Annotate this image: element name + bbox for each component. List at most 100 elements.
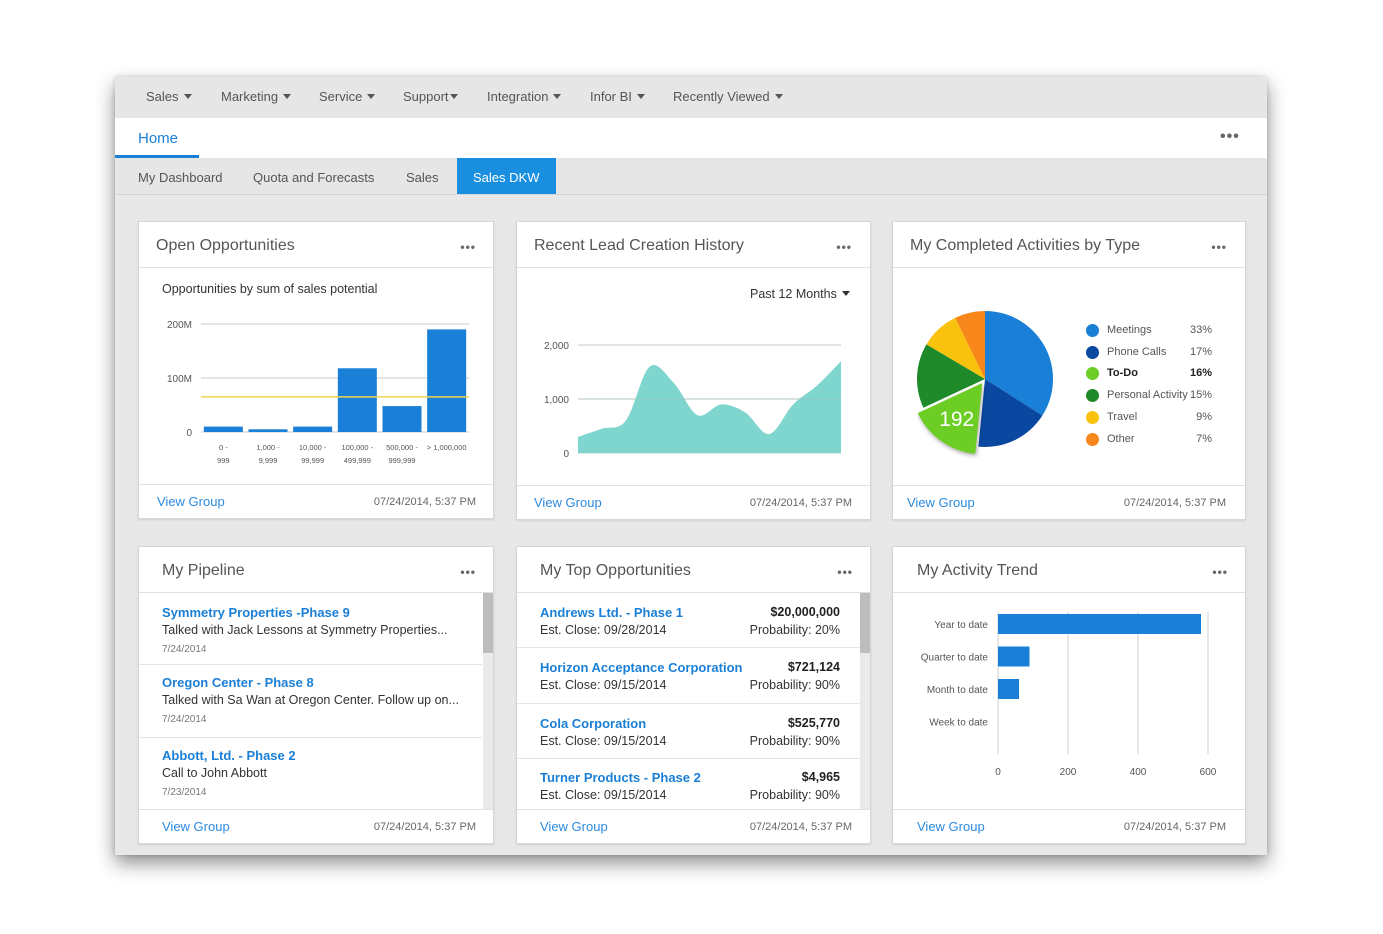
x-tick-label: 500,000 - bbox=[386, 443, 418, 452]
caret-down-icon bbox=[449, 94, 458, 100]
legend-item[interactable]: Travel 9% bbox=[1086, 409, 1212, 429]
pipeline-item-date: 7/23/2014 bbox=[162, 787, 207, 798]
tab-sales[interactable]: Sales bbox=[406, 170, 439, 185]
card-title: My Top Opportunities bbox=[540, 562, 691, 579]
x-tick-label: 1,000 - bbox=[256, 443, 280, 452]
divider bbox=[893, 485, 1245, 486]
lead-history-card: Recent Lead Creation History ••• Past 12… bbox=[516, 221, 871, 520]
opportunity-title[interactable]: Cola Corporation bbox=[540, 716, 647, 731]
y-tick-label: 200M bbox=[167, 320, 192, 331]
period-dropdown[interactable]: Past 12 Months bbox=[750, 287, 850, 301]
nav-support[interactable]: Support bbox=[403, 89, 458, 104]
timestamp: 07/24/2014, 5:37 PM bbox=[1123, 821, 1226, 833]
legend-item[interactable]: Personal Activity 15% bbox=[1086, 387, 1212, 407]
list-item[interactable]: Abbott, Ltd. - Phase 2 Call to John Abbo… bbox=[139, 738, 482, 809]
legend-swatch bbox=[1086, 345, 1099, 359]
more-options-icon[interactable]: ••• bbox=[1220, 128, 1240, 145]
scrollbar-thumb[interactable] bbox=[483, 593, 493, 653]
legend-label: Other bbox=[1107, 432, 1135, 445]
legend-percent: 17% bbox=[1189, 345, 1212, 358]
opportunity-amount: $20,000,000 bbox=[770, 605, 840, 619]
view-group-link[interactable]: View Group bbox=[540, 819, 608, 834]
caret-down-icon bbox=[636, 94, 645, 100]
nav-integration[interactable]: Integration bbox=[487, 89, 562, 104]
divider bbox=[139, 809, 493, 810]
tab-my-dashboard[interactable]: My Dashboard bbox=[138, 170, 223, 185]
view-group-link[interactable]: View Group bbox=[162, 819, 230, 834]
legend-item[interactable]: Other 7% bbox=[1086, 431, 1212, 451]
pipeline-item-desc: Talked with Jack Lessons at Symmetry Pro… bbox=[162, 623, 448, 637]
list-item[interactable]: Oregon Center - Phase 8 Talked with Sa W… bbox=[139, 665, 482, 738]
legend-item[interactable]: Phone Calls 17% bbox=[1086, 344, 1212, 364]
tab-quota-and-forecasts[interactable]: Quota and Forecasts bbox=[253, 170, 375, 185]
nav-sales[interactable]: Sales bbox=[146, 89, 192, 104]
home-bar: Home ••• bbox=[115, 118, 1267, 158]
legend-label: Meetings bbox=[1107, 324, 1152, 336]
list-item[interactable]: Turner Products - Phase 2 $4,965 Est. Cl… bbox=[517, 759, 860, 809]
card-title: Recent Lead Creation History bbox=[534, 237, 744, 254]
view-group-link[interactable]: View Group bbox=[917, 819, 985, 834]
timestamp: 07/24/2014, 5:37 PM bbox=[373, 821, 476, 833]
list-item[interactable]: Horizon Acceptance Corporation $721,124 … bbox=[517, 648, 860, 704]
view-group-link[interactable]: View Group bbox=[534, 495, 602, 510]
caret-down-icon bbox=[367, 94, 376, 100]
pipeline-item-desc: Call to John Abbott bbox=[162, 766, 267, 780]
nav-infor-bi-label: Infor BI bbox=[590, 89, 632, 104]
my-pipeline-card: My Pipeline ••• Symmetry Properties -Pha… bbox=[138, 546, 494, 844]
opportunity-title[interactable]: Horizon Acceptance Corporation bbox=[540, 660, 743, 675]
divider bbox=[139, 267, 493, 268]
tab-home[interactable]: Home bbox=[115, 118, 199, 158]
card-menu-icon[interactable]: ••• bbox=[836, 240, 852, 254]
legend-item[interactable]: Meetings 33% bbox=[1086, 322, 1212, 342]
tab-sales-dkw[interactable]: Sales DKW bbox=[457, 158, 556, 194]
pie-legend: Meetings 33% Phone Calls 17% To-Do 16% Persona… bbox=[1086, 322, 1212, 462]
opportunity-close-date: Est. Close: 09/15/2014 bbox=[540, 734, 667, 748]
card-menu-icon[interactable]: ••• bbox=[1211, 240, 1227, 254]
caret-down-icon bbox=[553, 94, 562, 100]
view-group-link[interactable]: View Group bbox=[157, 494, 225, 509]
pipeline-item-title[interactable]: Symmetry Properties -Phase 9 bbox=[162, 605, 350, 620]
activities-by-type-card: My Completed Activities by Type ••• 192 … bbox=[892, 221, 1246, 520]
pipeline-item-date: 7/24/2014 bbox=[162, 644, 207, 655]
view-group-link[interactable]: View Group bbox=[907, 495, 975, 510]
list-item[interactable]: Cola Corporation $525,770 Est. Close: 09… bbox=[517, 704, 860, 759]
card-menu-icon[interactable]: ••• bbox=[837, 565, 853, 579]
card-menu-icon[interactable]: ••• bbox=[1212, 565, 1228, 579]
bar bbox=[998, 646, 1030, 667]
divider bbox=[139, 592, 493, 593]
y-tick-label: 100M bbox=[167, 374, 192, 385]
y-tick-label: 1,000 bbox=[544, 395, 569, 406]
nav-service[interactable]: Service bbox=[319, 89, 376, 104]
scrollbar[interactable] bbox=[483, 593, 493, 809]
divider bbox=[893, 267, 1245, 268]
app-window: Sales Marketing Service Support Integrat… bbox=[115, 77, 1267, 855]
legend-percent: 33% bbox=[1189, 324, 1212, 336]
activity-trend-bar-chart: 0 200 400 600 Year to date Quarter to date Mon… bbox=[921, 612, 1217, 778]
opportunity-probability: Probability: 90% bbox=[749, 788, 840, 802]
pipeline-item-title[interactable]: Oregon Center - Phase 8 bbox=[162, 675, 314, 690]
x-tick-label: 999,999 bbox=[388, 456, 415, 465]
nav-infor-bi[interactable]: Infor BI bbox=[590, 89, 645, 104]
legend-swatch bbox=[1086, 410, 1099, 424]
legend-item[interactable]: To-Do 16% bbox=[1086, 365, 1212, 385]
divider bbox=[893, 592, 1245, 593]
opportunity-title[interactable]: Turner Products - Phase 2 bbox=[540, 770, 701, 785]
list-item[interactable]: Symmetry Properties -Phase 9 Talked with… bbox=[139, 593, 482, 665]
card-menu-icon[interactable]: ••• bbox=[460, 240, 476, 254]
opportunity-title[interactable]: Andrews Ltd. - Phase 1 bbox=[540, 605, 684, 620]
caret-down-icon bbox=[841, 291, 850, 297]
list-item[interactable]: Andrews Ltd. - Phase 1 $20,000,000 Est. … bbox=[517, 593, 860, 648]
scrollbar[interactable] bbox=[860, 593, 870, 809]
scrollbar-thumb[interactable] bbox=[860, 593, 870, 653]
x-tick-label: 499,999 bbox=[344, 456, 371, 465]
opportunities-bar-chart: 0 100M 200M 0 - 999 1,000 - 9,999 10,000 - 99,99… bbox=[167, 320, 469, 465]
opportunity-close-date: Est. Close: 09/15/2014 bbox=[540, 678, 667, 692]
nav-recently-viewed[interactable]: Recently Viewed bbox=[673, 89, 783, 104]
timestamp: 07/24/2014, 5:37 PM bbox=[749, 497, 852, 509]
pipeline-item-title[interactable]: Abbott, Ltd. - Phase 2 bbox=[162, 748, 296, 763]
pie-slice bbox=[955, 311, 985, 379]
nav-marketing[interactable]: Marketing bbox=[221, 89, 292, 104]
card-title: My Completed Activities by Type bbox=[910, 237, 1141, 254]
top-opportunities-list: Andrews Ltd. - Phase 1 $20,000,000 Est. … bbox=[517, 593, 872, 809]
card-menu-icon[interactable]: ••• bbox=[460, 565, 476, 579]
